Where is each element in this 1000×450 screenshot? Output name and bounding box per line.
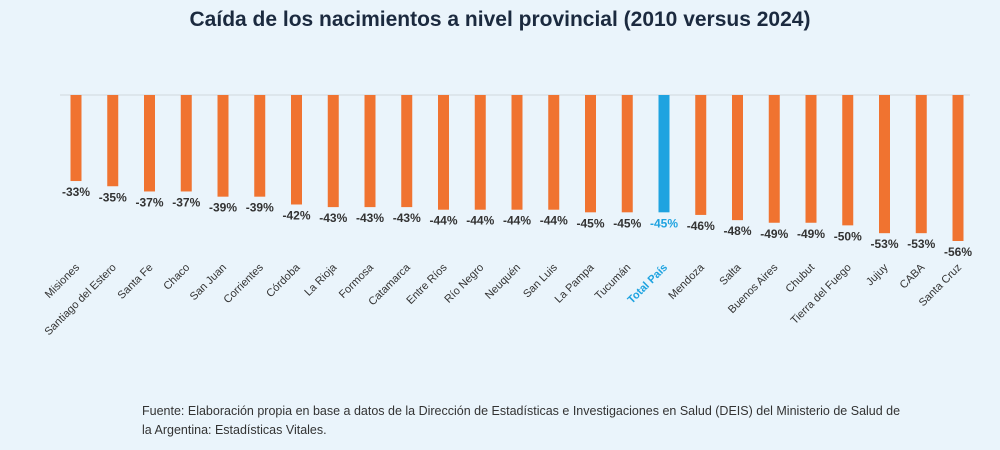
bar-santa-cruz [952, 95, 964, 241]
data-label-chaco: -37% [172, 195, 200, 209]
x-tick-label-jujuy: Jujuy [864, 261, 891, 288]
bar-catamarca [401, 95, 413, 208]
data-label-rio-negro: -44% [466, 214, 494, 228]
x-tick-label-santiago-del-estero: Santiago del Estero [42, 262, 118, 338]
bar-buenos-aires [768, 95, 780, 223]
data-label-santa-cruz: -56% [944, 245, 972, 259]
bar-entre-rios [438, 95, 449, 210]
data-label-caba: -53% [907, 237, 935, 251]
bar-rio-negro [474, 95, 486, 210]
chart-title: Caída de los nacimientos a nivel provinc… [189, 8, 811, 31]
data-label-jujuy: -53% [870, 237, 898, 251]
x-tick-label-neuquen: Neuquén [483, 262, 523, 302]
bar-la-rioja [327, 95, 339, 208]
bar-tucuman [621, 95, 633, 213]
bar-jujuy [879, 95, 890, 234]
data-label-santiago-del-estero: -35% [99, 190, 127, 204]
bar-tierra-del-fuego [842, 95, 854, 226]
bar-la-pampa [585, 95, 596, 213]
bar-formosa [364, 95, 376, 208]
data-label-san-juan: -39% [209, 201, 237, 215]
data-label-neuquen: -44% [503, 214, 531, 228]
bar-chaco [180, 95, 192, 192]
x-tick-label-chaco: Chaco [161, 262, 192, 293]
x-tick-label-total-pais: Total País [625, 262, 670, 307]
data-label-la-rioja: -43% [319, 211, 347, 225]
data-label-formosa: -43% [356, 211, 384, 225]
x-tick-label-chubut: Chubut [784, 262, 818, 296]
bar-santa-fe [144, 95, 155, 192]
x-tick-label-entre-rios: Entre Ríos [404, 261, 450, 307]
bar-cordoba [291, 95, 302, 205]
data-label-tierra-del-fuego: -50% [834, 229, 862, 243]
data-label-mendoza: -46% [687, 219, 715, 233]
data-label-chubut: -49% [797, 227, 825, 241]
data-label-cordoba: -42% [282, 209, 310, 223]
data-label-corrientes: -39% [246, 201, 274, 215]
data-label-total-pais: -45% [650, 216, 678, 230]
data-label-entre-rios: -44% [429, 214, 457, 228]
bar-total-pais [658, 95, 670, 213]
data-label-la-pampa: -45% [576, 216, 604, 230]
x-tick-label-santa-fe: Santa Fe [116, 262, 156, 302]
data-label-buenos-aires: -49% [760, 227, 788, 241]
x-tick-label-corrientes: Corrientes [222, 261, 267, 306]
bar-misiones [70, 95, 82, 182]
bar-san-juan [217, 95, 229, 197]
bar-corrientes [254, 95, 266, 197]
data-label-santa-fe: -37% [135, 195, 163, 209]
bar-salta [732, 95, 743, 221]
bar-mendoza [695, 95, 707, 215]
data-label-catamarca: -43% [393, 211, 421, 225]
bar-san-luis [548, 95, 560, 210]
bar-chubut [805, 95, 817, 223]
data-label-tucuman: -45% [613, 216, 641, 230]
x-tick-label-salta: Salta [717, 261, 744, 288]
x-tick-label-cordoba: Córdoba [264, 261, 303, 300]
bar-santiago-del-estero [107, 95, 119, 187]
x-tick-label-la-pampa: La Pampa [553, 261, 598, 306]
bar-caba [915, 95, 927, 234]
source-note: Fuente: Elaboración propia en base a dat… [142, 404, 901, 437]
bar-chart: -33%Misiones-35%Santiago del Estero-37%S… [42, 94, 972, 338]
x-tick-label-rio-negro: Río Negro [442, 262, 486, 306]
data-label-san-luis: -44% [540, 214, 568, 228]
x-tick-label-la-rioja: La Rioja [302, 261, 340, 299]
x-tick-label-caba: CABA [898, 261, 928, 291]
x-tick-label-mendoza: Mendoza [666, 261, 707, 302]
bar-neuquen [511, 95, 523, 210]
data-label-misiones: -33% [62, 185, 90, 199]
data-label-salta: -48% [723, 224, 751, 238]
